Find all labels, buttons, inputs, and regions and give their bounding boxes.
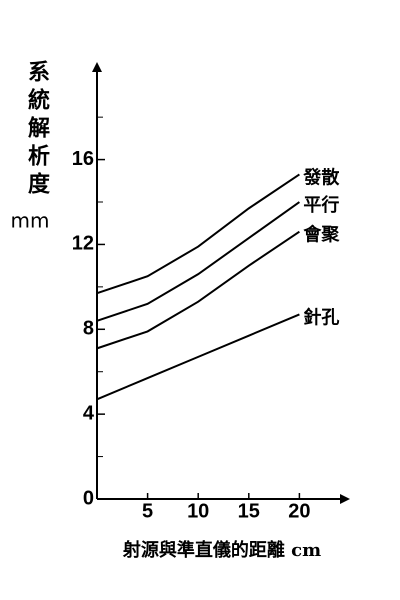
y-axis-arrow [92, 62, 102, 72]
series-line [96, 230, 300, 350]
series-label: 針孔 [303, 306, 339, 328]
series-line [96, 201, 300, 322]
x-axis-label: 射源與準直儀的距離 cm [122, 539, 321, 561]
x-tick-label: 5 [142, 500, 153, 522]
x-tick-label: 10 [187, 500, 209, 522]
x-tick-label: 20 [288, 500, 310, 522]
y-tick-label: 12 [72, 233, 94, 255]
y-tick-label: 8 [83, 318, 94, 340]
y-tick-label: 0 [83, 487, 94, 509]
x-tick-label: 15 [238, 500, 260, 522]
series-label: 會聚 [303, 224, 340, 246]
y-axis-unit: mm [11, 209, 50, 233]
y-tick-label: 16 [72, 148, 94, 170]
series-label: 平行 [303, 194, 339, 216]
y-axis-label: 系統解析度 [24, 60, 50, 200]
series-line [96, 173, 300, 295]
series-label: 發散 [302, 166, 340, 188]
y-tick-label: 4 [83, 402, 95, 424]
series-line [96, 313, 300, 401]
x-axis-arrow [340, 494, 350, 504]
